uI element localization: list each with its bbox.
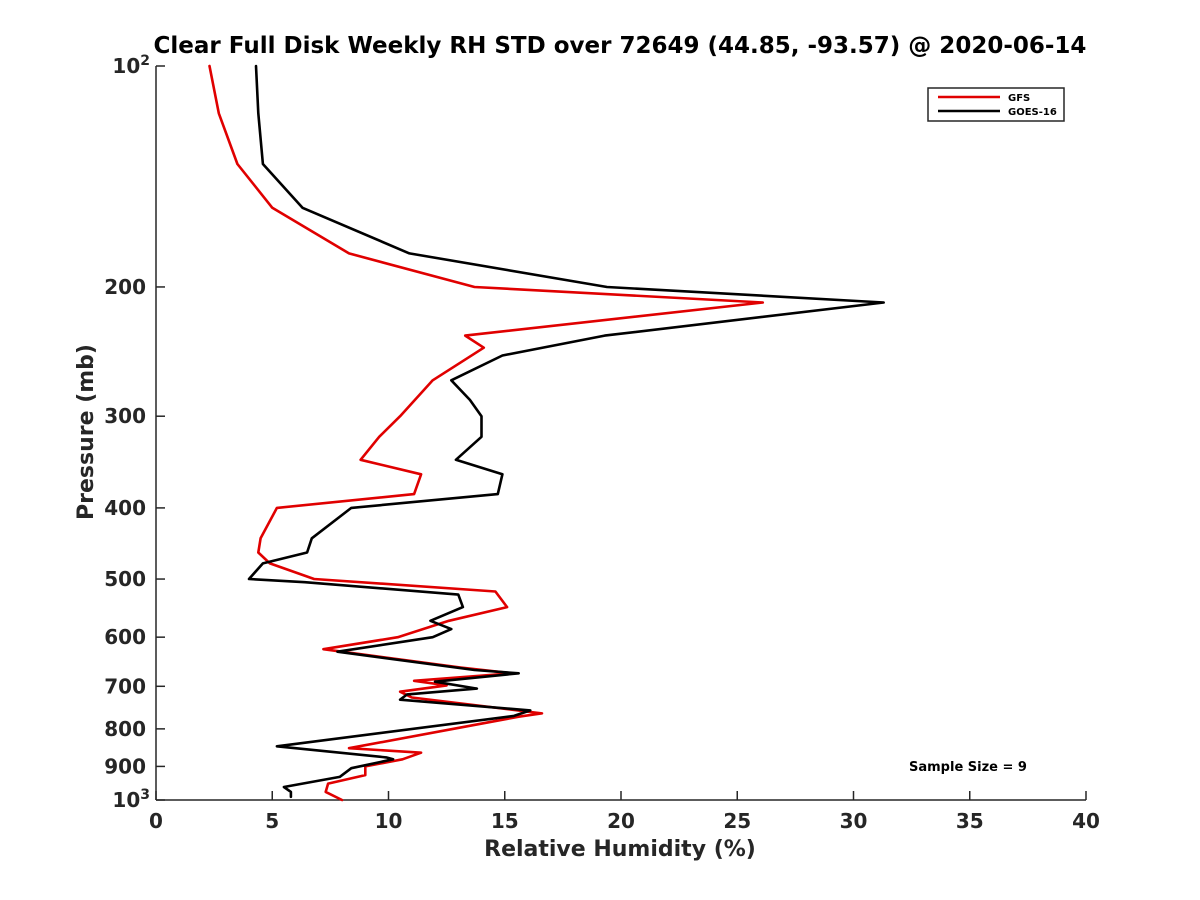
x-axis-label: Relative Humidity (%) — [484, 837, 756, 862]
legend-box — [927, 87, 1065, 122]
plot-area: 0 5 10 15 20 25 30 35 40 102 200 300 400 500 600 700 800… — [104, 53, 1100, 833]
y-tick-label: 500 — [104, 567, 146, 591]
x-tick-label: 5 — [265, 809, 279, 833]
x-tick-label: 30 — [840, 809, 868, 833]
y-tick-label: 103 — [112, 787, 150, 812]
y-tick-label: 300 — [104, 404, 146, 428]
x-tick-label: 35 — [956, 809, 984, 833]
x-tick-label: 20 — [607, 809, 635, 833]
y-tick-label: 600 — [104, 625, 146, 649]
y-tick-label: 900 — [104, 754, 146, 778]
y-axis-label: Pressure (mb) — [74, 344, 99, 520]
y-tick-label: 800 — [104, 717, 146, 741]
chart-title: Clear Full Disk Weekly RH STD over 72649… — [154, 33, 1087, 59]
y-tick-label: 102 — [112, 53, 150, 78]
y-tick-label: 700 — [104, 674, 146, 698]
legend-label-goes-16: GOES-16 — [1008, 107, 1057, 118]
x-tick-label: 0 — [149, 809, 163, 833]
y-tick-label: 200 — [104, 275, 146, 299]
x-tick-label: 25 — [723, 809, 751, 833]
x-tick-label: 10 — [375, 809, 403, 833]
series-line-gfs — [208, 64, 765, 802]
legend-label-gfs: GFS — [1008, 93, 1030, 104]
y-tick-label: 400 — [104, 496, 146, 520]
sample-size-annotation: Sample Size = 9 — [909, 760, 1027, 775]
series-line-goes-16 — [247, 64, 886, 799]
x-tick-label: 15 — [491, 809, 519, 833]
x-tick-label: 40 — [1072, 809, 1100, 833]
